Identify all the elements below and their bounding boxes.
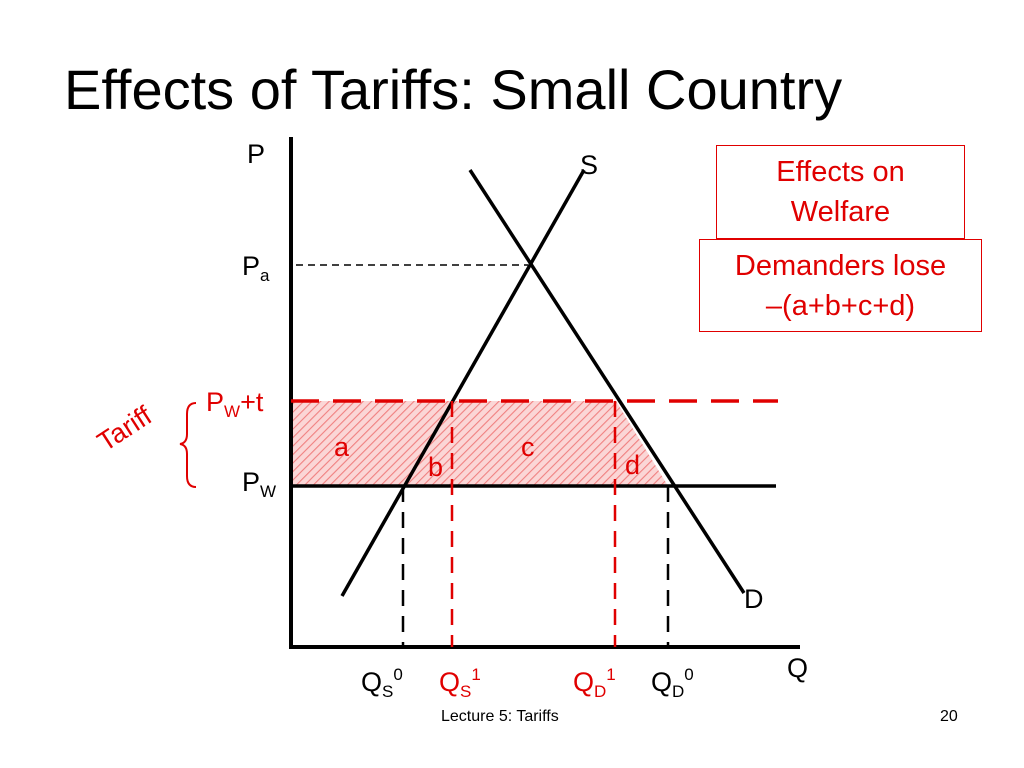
supply-label: S [580,150,599,180]
area-c-label: c [521,432,535,462]
area-a-label: a [334,432,350,462]
qd0-label: QD0 [651,665,694,701]
supply-curve [340,169,586,597]
demand-curve [468,169,746,594]
demanders-lose-box: Demanders lose –(a+b+c+d) [699,239,982,332]
y-axis-label: P [247,139,266,169]
slide-title: Effects of Tariffs: Small Country [64,58,843,121]
consumer-loss-area [291,401,668,486]
qs0-label: QS0 [361,665,403,701]
x-axis-label: Q [787,653,809,683]
footer-lecture: Lecture 5: Tariffs [441,708,559,725]
welfare-box-line2: Welfare [790,196,891,228]
demanders-box-line2: –(a+b+c+d) [765,290,916,322]
world-price-label: PW [242,467,277,501]
qd1-label: QD1 [573,665,616,701]
autarky-price-label: Pa [242,251,270,285]
demanders-box-line1: Demanders lose [734,250,947,282]
welfare-effects-box: Effects on Welfare [716,145,965,239]
demand-label: D [744,584,764,614]
area-b-label: b [428,452,444,482]
welfare-box-line1: Effects on [776,156,905,188]
area-d-label: d [625,450,641,480]
tariff-price-label: PW+t [206,387,264,421]
page-number: 20 [940,708,958,725]
qs1-label: QS1 [439,665,481,701]
tariff-brace [179,402,197,488]
